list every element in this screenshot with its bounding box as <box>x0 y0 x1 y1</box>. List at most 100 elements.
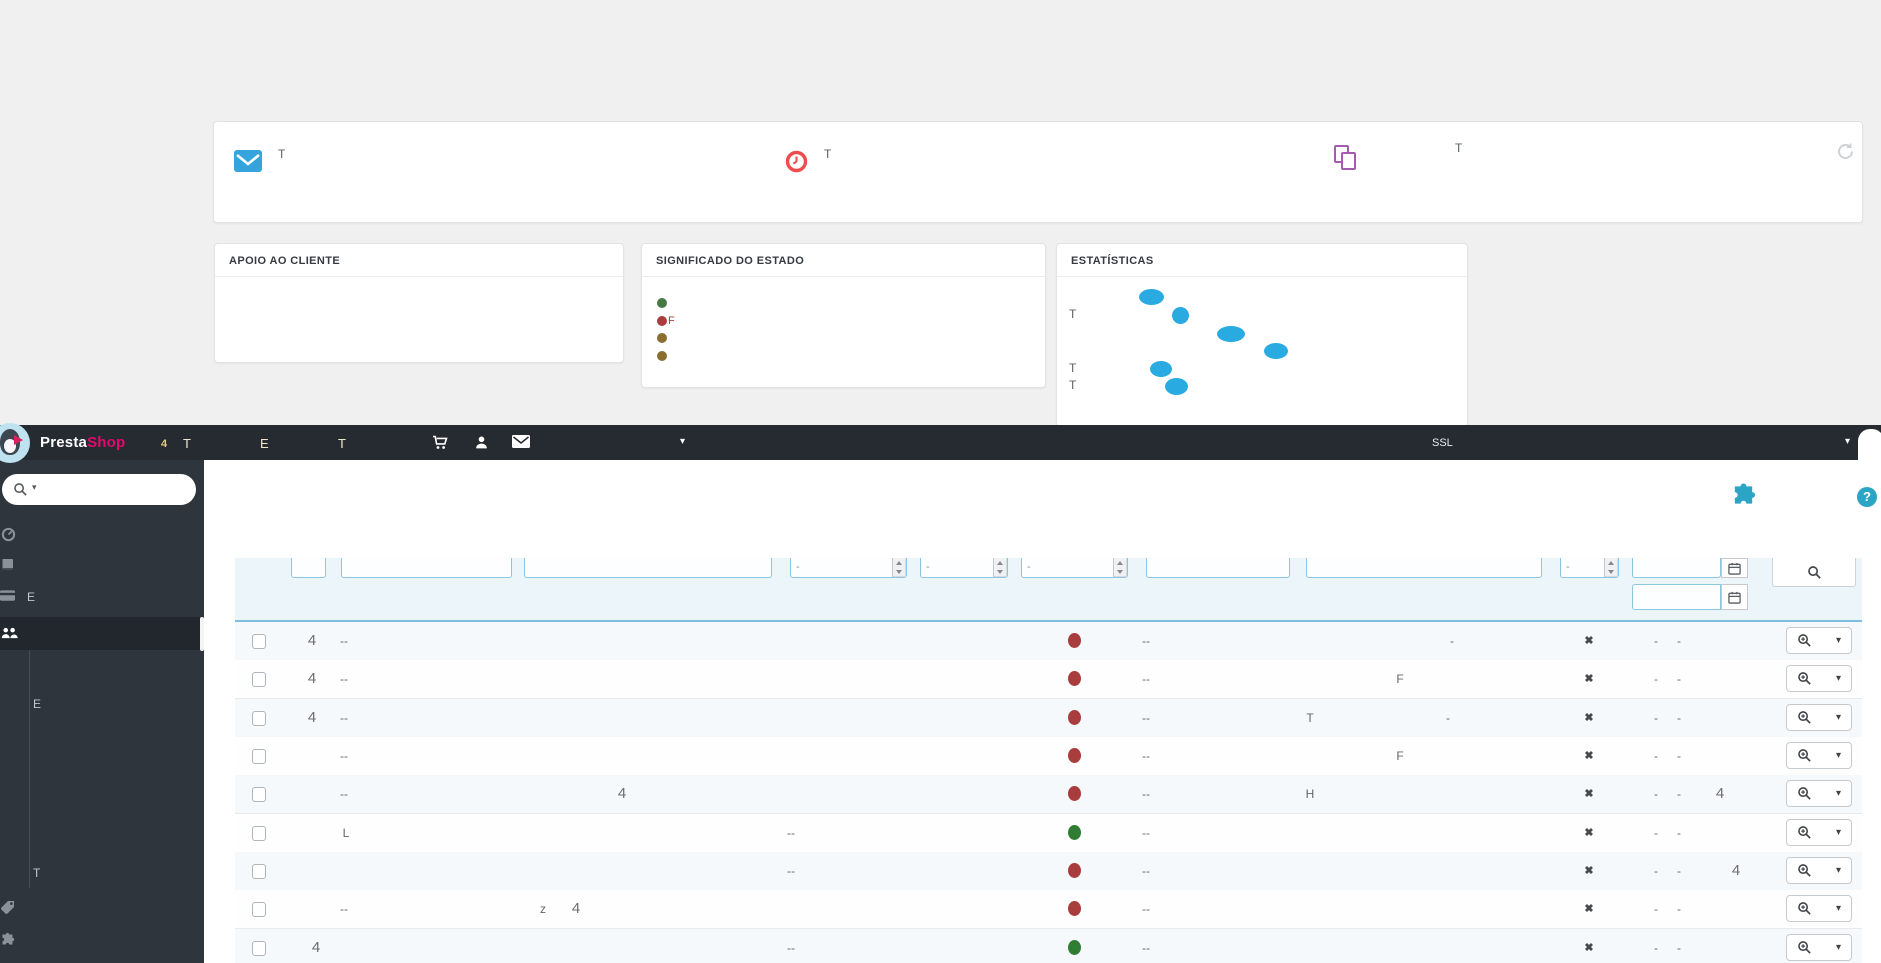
table-cell: - <box>1654 672 1658 687</box>
table-cell: z <box>540 902 546 917</box>
table-cell: - <box>1677 863 1681 878</box>
chevron-down-icon[interactable]: ▾ <box>680 436 686 447</box>
table-cell: H <box>1305 787 1315 802</box>
stepper-buttons[interactable] <box>892 558 906 577</box>
row-checkbox[interactable] <box>252 825 266 841</box>
stepper-buttons[interactable] <box>1604 558 1618 577</box>
row-checkbox[interactable] <box>252 902 266 918</box>
sidebar-subitem[interactable]: T <box>33 866 41 880</box>
filter-date-input[interactable] <box>1632 584 1721 610</box>
zoom-plus-icon <box>1798 634 1811 647</box>
table-cell: - <box>1677 940 1681 955</box>
calendar-button[interactable] <box>1721 584 1748 610</box>
sidebar-scrollbar[interactable] <box>200 617 204 651</box>
help-icon[interactable]: ? <box>1857 487 1877 507</box>
filter-date-input[interactable] <box>1632 558 1721 578</box>
table-cell: 4 <box>617 785 627 803</box>
row-details-button[interactable]: ▾ <box>1786 818 1852 846</box>
modules-puzzle-icon[interactable] <box>1730 482 1757 508</box>
copy-stat-label: T <box>1455 141 1463 155</box>
logo-bird-belly <box>4 439 16 453</box>
brand-wordmark[interactable]: PrestaShop <box>40 434 125 451</box>
row-details-button[interactable]: ▾ <box>1786 933 1852 961</box>
row-details-button[interactable]: ▾ <box>1786 856 1852 884</box>
filter-input[interactable] <box>341 558 512 578</box>
table-cell: 4 <box>307 708 317 726</box>
row-details-button[interactable]: ▾ <box>1786 665 1852 693</box>
zoom-plus-icon <box>1798 940 1811 954</box>
status-dot-icon <box>1068 747 1081 763</box>
quick-menu-item[interactable]: T <box>338 436 346 451</box>
row-checkbox[interactable] <box>252 863 266 879</box>
stepper-buttons[interactable] <box>993 558 1007 577</box>
row-details-button[interactable]: ▾ <box>1786 627 1852 654</box>
cart-icon[interactable] <box>432 435 448 450</box>
filter-input[interactable]: - <box>1021 558 1128 578</box>
chevron-down-icon[interactable]: ▾ <box>1845 436 1851 447</box>
calendar-icon <box>1728 591 1741 604</box>
calendar-icon <box>1728 562 1741 575</box>
row-checkbox[interactable] <box>252 710 266 726</box>
table-cell: -- <box>340 710 348 725</box>
filter-input[interactable] <box>1146 558 1290 578</box>
refresh-icon[interactable] <box>1836 142 1855 161</box>
sidebar-item-modules-puzzle[interactable] <box>0 932 15 947</box>
zoom-plus-icon <box>1798 825 1811 839</box>
table-cell: - <box>1677 787 1681 802</box>
sidebar-item-orders[interactable] <box>0 590 15 602</box>
table-row: 4 -- -- F ✖ - - ▾ <box>235 660 1862 700</box>
sidebar-item-discounts-tag[interactable] <box>0 899 16 915</box>
stepper-buttons[interactable] <box>1113 558 1127 577</box>
zoom-plus-icon <box>1798 787 1811 801</box>
row-details-button[interactable]: ▾ <box>1786 741 1852 769</box>
notification-count-badge[interactable]: 4 <box>161 438 168 450</box>
brand-shop: Shop <box>87 434 126 451</box>
sidebar-search-input[interactable]: ▾ <box>2 474 196 505</box>
table-cell: -- <box>787 940 795 955</box>
zoom-plus-icon <box>1798 749 1811 762</box>
person-icon[interactable] <box>474 435 489 450</box>
user-avatar[interactable] <box>1858 429 1881 476</box>
filter-input[interactable]: - <box>920 558 1008 578</box>
filter-input[interactable] <box>1306 558 1542 578</box>
row-details-button[interactable]: ▾ <box>1786 703 1852 731</box>
sidebar-subitem[interactable]: E <box>33 697 42 711</box>
prestashop-logo-icon[interactable] <box>0 423 30 463</box>
sidebar-item-label[interactable]: E <box>27 590 36 604</box>
sidebar-item-customers[interactable] <box>0 617 204 650</box>
sidebar-item-dashboard[interactable] <box>1 527 16 542</box>
dropdown-caret-icon: ▾ <box>1835 941 1841 953</box>
row-checkbox[interactable] <box>252 748 266 764</box>
row-details-button[interactable]: ▾ <box>1786 895 1852 923</box>
row-details-button[interactable]: ▾ <box>1786 780 1852 808</box>
table-cell: T <box>1306 710 1314 725</box>
clock-icon <box>785 150 808 173</box>
filter-input[interactable] <box>524 558 772 578</box>
quick-menu-item[interactable]: T <box>183 436 191 451</box>
x-mark-icon: ✖ <box>1584 673 1594 686</box>
row-checkbox[interactable] <box>252 672 266 688</box>
calendar-button[interactable] <box>1721 558 1748 578</box>
status-dot-icon <box>1068 709 1081 725</box>
x-mark-icon: ✖ <box>1584 711 1594 724</box>
table-row: -- -- ✖ - -4 ▾ <box>235 851 1862 891</box>
table-search-button[interactable] <box>1772 558 1856 587</box>
row-checkbox[interactable] <box>252 940 266 956</box>
filter-input[interactable]: - <box>1560 558 1619 578</box>
filter-input[interactable] <box>291 558 326 578</box>
filter-input[interactable]: - <box>790 558 907 578</box>
dropdown-caret-icon: ▾ <box>1835 673 1841 685</box>
status-dot-icon <box>1068 786 1081 802</box>
sidebar-item-catalog[interactable] <box>0 558 16 572</box>
table-cell: - <box>1677 710 1681 725</box>
envelope-icon[interactable] <box>512 435 530 448</box>
scatter-blob <box>1139 289 1164 305</box>
table-cell: -- <box>1142 634 1150 648</box>
table-cell: -- <box>1142 825 1150 840</box>
table-filter-row: ---- <box>235 558 1862 622</box>
quick-menu-item[interactable]: E <box>260 436 269 451</box>
row-checkbox[interactable] <box>252 634 266 649</box>
copy-stat: T <box>1332 141 1463 172</box>
row-checkbox[interactable] <box>252 787 266 803</box>
